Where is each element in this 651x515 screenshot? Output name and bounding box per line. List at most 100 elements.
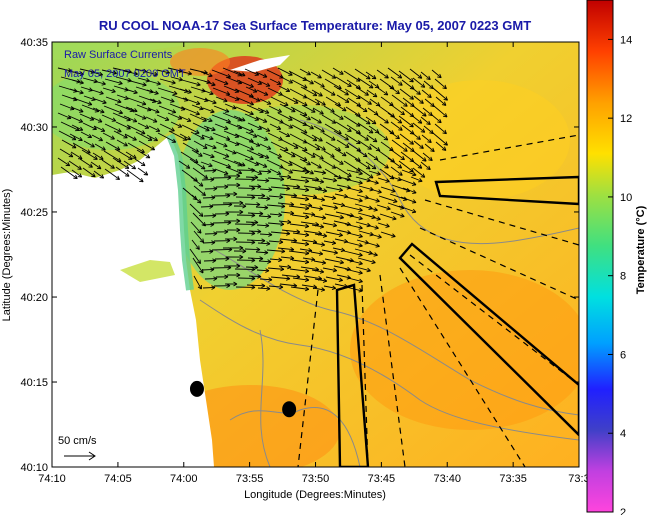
current-vector-head [211,197,216,200]
current-vector [433,105,448,118]
current-vector-head [400,81,403,86]
current-vector [311,269,324,273]
current-vector [79,68,95,73]
current-vector-head [304,111,308,116]
current-vector-head [411,130,415,135]
current-vector-head [429,132,434,135]
current-vector-head [197,231,202,234]
current-vector-head [341,202,346,206]
current-vector [134,68,147,73]
current-vector-head [287,219,292,223]
current-vector-head [228,249,233,252]
current-vector [192,122,210,132]
current-vector-head [444,129,447,134]
current-vector-head [338,189,343,193]
current-vector [57,67,72,72]
current-vector-head [358,290,363,293]
current-vector-head [424,112,427,117]
current-vector [278,175,291,178]
current-vector-head [398,84,403,86]
current-vector-head [250,156,254,160]
current-vector [269,213,282,216]
current-vector-head [280,164,284,169]
current-vector-head [320,269,325,273]
current-vector-head [428,120,431,125]
current-vector-head [259,256,264,260]
current-vector [211,69,231,78]
colorbar [586,0,614,513]
current-vector-head [392,233,396,237]
current-vector-head [400,171,403,176]
current-vector-head [416,93,421,95]
current-vector [376,159,389,169]
current-vector [192,167,208,179]
current-vector-head [155,90,159,94]
current-vector-head [417,77,422,79]
current-vector-head [443,98,448,101]
current-vector [181,124,200,134]
current-vector [377,87,389,96]
current-vector-head [278,259,283,263]
land-long-island [230,55,290,72]
current-vector [322,87,336,96]
current-vector-head [70,153,74,158]
current-vector [200,116,213,122]
current-vector-head [307,161,311,165]
current-vector-head [293,193,298,197]
current-vector-head [103,99,107,104]
current-vector-head [348,172,352,177]
current-vector-head [412,174,417,177]
current-vector-head [332,91,336,96]
current-vector [268,285,283,288]
current-vector [412,122,426,133]
current-vector-head [209,117,213,122]
current-vector-head [141,177,144,182]
current-vector-head [224,156,229,158]
current-vector-head [374,207,378,211]
current-vector [369,98,381,107]
current-vector [420,116,431,125]
inlet-patch [120,260,175,282]
current-vector [134,113,147,120]
current-vector-head [321,287,326,291]
current-vector-head [254,220,259,223]
current-vector-head [333,252,338,255]
current-vector [226,139,240,146]
x-tick-label: 73:40 [433,473,461,485]
current-vector-head [266,288,271,291]
current-vector-head [416,138,421,140]
current-vector [435,96,447,106]
current-vector-head [305,223,310,227]
current-vector [313,80,325,88]
current-vector-head [322,190,327,193]
current-vector [291,169,309,173]
current-vector [422,107,433,116]
current-vector [170,121,183,128]
current-vector [321,249,338,254]
current-vector-head [399,119,403,124]
current-vector-head [307,205,313,208]
mooring-marker [189,380,204,397]
current-vector [266,249,285,252]
current-vector-head [426,168,431,171]
current-vector-head [442,115,448,118]
current-vector-head [233,150,237,154]
current-vector-head [304,146,308,151]
current-vector-head [359,252,363,256]
current-vector [432,132,448,146]
current-vector [255,251,269,254]
current-vector-head [233,191,238,195]
current-vector [401,169,417,176]
current-vector [378,195,398,203]
current-vector-head [211,240,216,243]
current-vector-head [411,112,415,117]
current-vector [345,151,361,162]
current-vector [377,177,390,183]
current-vector [259,278,273,281]
current-vector [280,211,294,214]
current-vector [222,157,242,166]
current-vector-head [347,266,351,271]
current-vector-head [333,222,338,227]
current-vector-head [289,71,293,76]
current-vector [234,88,254,98]
